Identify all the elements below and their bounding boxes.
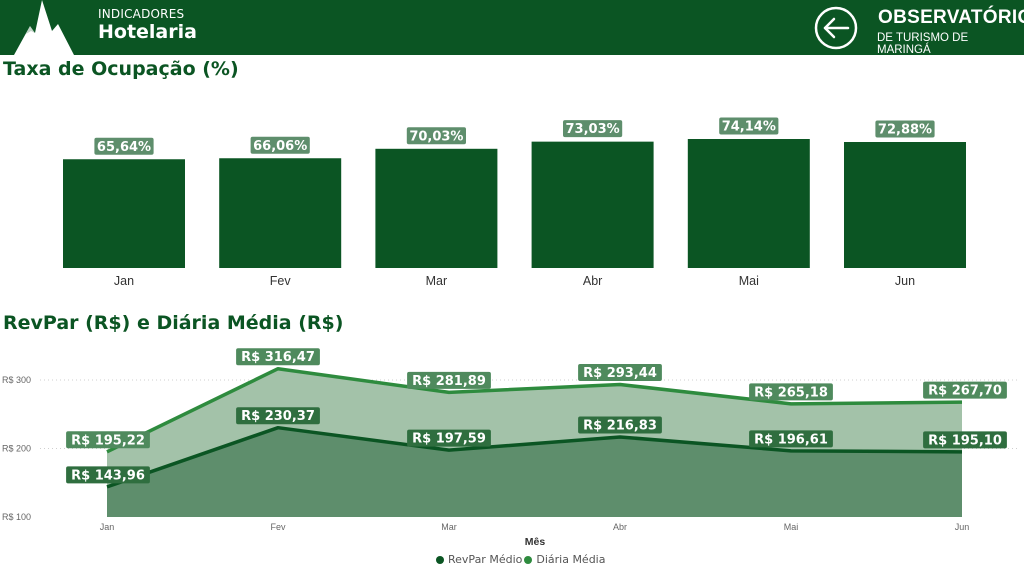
x-tick-jan: Jan	[100, 522, 115, 532]
revpar-label-fev-text: R$ 230,37	[241, 409, 315, 424]
bar-label-jun: 72,88%	[875, 120, 935, 138]
revpar-label-mar-bg	[407, 429, 491, 447]
diaria-label-mar: R$ 281,89	[407, 371, 491, 389]
diaria-label-abr: R$ 293,44	[578, 363, 662, 381]
diaria-label-mai: R$ 265,18	[749, 383, 833, 401]
diaria-label-mar-bg	[407, 371, 491, 389]
revpar-label-jun-text: R$ 195,10	[928, 433, 1002, 448]
legend-dot-diaria	[524, 555, 533, 564]
revpar-label-abr: R$ 216,83	[578, 416, 662, 434]
back-arrow-icon[interactable]	[813, 5, 859, 51]
diaria-label-jan: R$ 195,22	[66, 431, 150, 449]
header-bar: INDICADORES Hotelaria OBSERVATÓRIO DE TU…	[0, 0, 1024, 56]
revpar-label-mai-bg	[749, 430, 833, 448]
bar-label-fev: 66,06%	[250, 136, 310, 154]
diaria-label-mai-bg	[749, 383, 833, 401]
revpar-label-jan: R$ 143,96	[66, 466, 150, 484]
revpar-label-mai: R$ 196,61	[749, 430, 833, 448]
x-tick-abr: Abr	[613, 522, 627, 532]
legend-label-diaria: Diária Média	[536, 553, 606, 566]
y-tick-100: R$ 100	[2, 512, 31, 522]
bar-jun[interactable]	[844, 142, 966, 268]
x-tick-jun: Jun	[895, 274, 915, 288]
diaria-label-fev: R$ 316,47	[236, 348, 320, 366]
occupancy-bar-chart: 65,64% Jan 66,06% Fev 70,03% Mar 73,03% Abr 74,1…	[63, 117, 966, 288]
legend-label-revpar: RevPar Médio	[448, 553, 523, 566]
x-tick-fev: Fev	[270, 274, 292, 288]
revpar-label-abr-bg	[578, 416, 662, 434]
revpar-label-fev: R$ 230,37	[236, 407, 320, 425]
diaria-label-jan-text: R$ 195,22	[71, 433, 145, 448]
bar-label-jan: 65,64%	[94, 137, 154, 155]
diaria-label-fev-bg	[236, 348, 320, 366]
line-revpar[interactable]	[106, 425, 963, 489]
bar-label-mar: 70,03%	[406, 127, 466, 145]
bar-label-abr-bg	[563, 120, 623, 138]
revpar-label-mar: R$ 197,59	[407, 429, 491, 447]
brand-tagline: DE TURISMO DE MARINGÁ	[877, 32, 969, 56]
bar-label-abr-text: 73,03%	[566, 122, 620, 137]
bar-label-jan-bg	[94, 137, 154, 155]
diaria-label-jan-bg	[66, 431, 150, 449]
y-tick-300: R$ 300	[2, 375, 31, 385]
x-axis-title: Mês	[525, 536, 546, 548]
x-tick-mar: Mar	[441, 522, 457, 532]
revpar-label-abr-text: R$ 216,83	[583, 418, 657, 433]
revpar-label-jan-text: R$ 143,96	[71, 468, 145, 483]
x-tick-fev: Fev	[270, 522, 286, 532]
diaria-label-jun-text: R$ 267,70	[928, 384, 1002, 399]
x-tick-jan: Jan	[114, 274, 134, 288]
legend-dot-revpar	[436, 555, 444, 564]
revpar-label-jan-bg	[66, 466, 150, 484]
bar-label-mai: 74,14%	[719, 117, 779, 135]
revpar-label-jun-bg	[923, 431, 1007, 449]
diaria-label-jun: R$ 267,70	[923, 381, 1007, 399]
x-tick-abr: Abr	[583, 274, 602, 288]
bar-label-mar-bg	[406, 127, 466, 145]
occupancy-section-title: Taxa de Ocupação (%)	[3, 58, 239, 80]
revpar-label-mar-text: R$ 197,59	[412, 432, 486, 447]
revpar-label-mai-text: R$ 196,61	[754, 432, 828, 447]
x-tick-mar: Mar	[426, 274, 448, 288]
bar-fev[interactable]	[219, 158, 342, 268]
bar-label-jan-text: 65,64%	[97, 140, 151, 155]
bar-mar[interactable]	[375, 148, 498, 268]
bar-label-fev-bg	[250, 136, 310, 154]
chart-legend: RevPar Médio Diária Média	[436, 553, 607, 566]
bar-label-jun-text: 72,88%	[878, 123, 932, 138]
header-subtitle: INDICADORES	[98, 7, 185, 21]
revpar-label-fev-bg	[236, 407, 320, 425]
mountain-logo-icon	[14, 0, 74, 55]
diaria-label-mar-text: R$ 281,89	[412, 374, 486, 389]
diaria-label-abr-bg	[578, 363, 662, 381]
bar-jan[interactable]	[63, 159, 185, 268]
revpar-section-title: RevPar (R$) e Diária Média (R$)	[3, 312, 344, 334]
bar-label-mai-bg	[719, 117, 779, 135]
x-tick-mai: Mai	[739, 274, 759, 288]
x-tick-jun: Jun	[955, 522, 970, 532]
diaria-label-abr-text: R$ 293,44	[583, 366, 657, 381]
line-diaria[interactable]	[106, 366, 963, 454]
bar-label-abr: 73,03%	[563, 120, 623, 138]
x-tick-mai: Mai	[784, 522, 799, 532]
diaria-label-fev-text: R$ 316,47	[241, 350, 315, 365]
bar-label-jun-bg	[875, 120, 935, 138]
bar-label-mai-text: 74,14%	[722, 120, 776, 135]
area-revpar	[107, 427, 962, 517]
bar-label-mar-text: 70,03%	[409, 129, 463, 144]
bar-abr[interactable]	[531, 141, 654, 268]
diaria-label-mai-text: R$ 265,18	[754, 385, 828, 400]
header-title: Hotelaria	[98, 21, 197, 43]
revpar-label-jun: R$ 195,10	[923, 431, 1007, 449]
legend-item-diaria[interactable]: Diária Média	[524, 553, 605, 566]
y-tick-200: R$ 200	[2, 444, 31, 454]
bar-label-fev-text: 66,06%	[253, 139, 307, 154]
bar-mai[interactable]	[687, 139, 810, 268]
diaria-label-jun-bg	[923, 381, 1007, 399]
legend-item-revpar[interactable]: RevPar Médio	[436, 553, 522, 566]
brand-name: OBSERVATÓRIO	[878, 7, 1024, 28]
